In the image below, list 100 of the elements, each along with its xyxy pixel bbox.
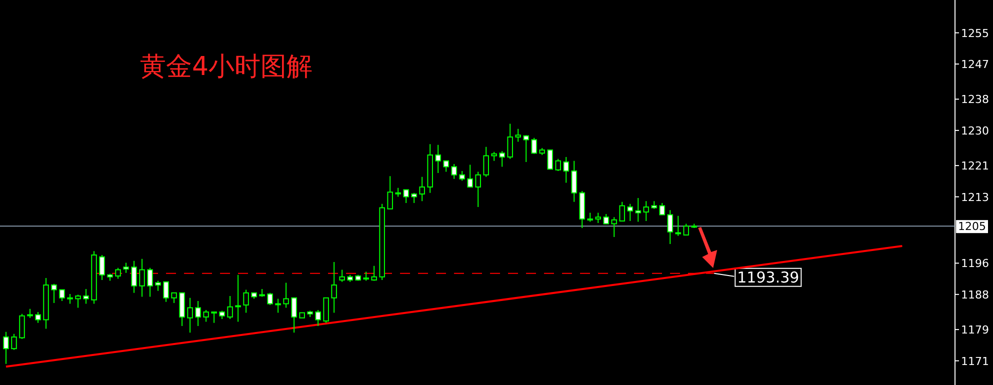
candlestick xyxy=(659,202,666,216)
candlestick xyxy=(611,216,618,238)
candlestick xyxy=(643,200,650,222)
candlestick xyxy=(219,310,225,320)
candlestick xyxy=(315,310,321,327)
candlestick xyxy=(363,271,369,282)
candlestick xyxy=(443,160,449,172)
y-tick-label: 1171 xyxy=(961,354,989,368)
candlestick xyxy=(227,295,233,320)
candlestick xyxy=(187,297,193,334)
candlestick xyxy=(59,289,65,302)
candlestick xyxy=(547,149,554,170)
candlestick xyxy=(475,171,481,208)
candlestick xyxy=(579,190,586,229)
candlestick xyxy=(675,215,682,236)
candlestick xyxy=(43,278,49,330)
candlestick xyxy=(387,176,393,210)
candlestick xyxy=(603,213,610,224)
y-tick-label: 1179 xyxy=(961,324,989,337)
candlestick xyxy=(587,212,594,222)
candlestick xyxy=(211,311,217,324)
candlestick xyxy=(515,128,522,142)
y-tick-label: 1238 xyxy=(961,93,989,106)
candlestick xyxy=(651,200,658,210)
candlestick xyxy=(683,223,690,236)
candlestick xyxy=(491,151,498,162)
candlestick xyxy=(667,210,674,245)
candlestick xyxy=(107,273,113,282)
candlestick xyxy=(131,260,137,294)
candlestick xyxy=(203,310,209,322)
y-tick-label: 1221 xyxy=(961,160,989,173)
candlestick xyxy=(91,250,97,304)
candlestick xyxy=(75,294,81,308)
candlestick xyxy=(571,160,578,202)
candlestick xyxy=(531,137,538,154)
candlestick xyxy=(83,288,89,304)
candlestick xyxy=(163,281,169,302)
candlestick xyxy=(331,262,337,314)
candlestick xyxy=(403,189,409,204)
y-tick-label: 1247 xyxy=(961,58,989,72)
candlestick xyxy=(339,269,345,282)
candlestick xyxy=(627,203,634,222)
candlestick xyxy=(355,274,361,282)
candlestick xyxy=(235,274,241,322)
y-tick-label: 1230 xyxy=(961,124,989,138)
y-tick-label: 1196 xyxy=(961,257,989,270)
candlestick xyxy=(35,311,41,324)
y-tick-label: 1255 xyxy=(961,26,989,40)
y-tick-label: 1213 xyxy=(961,190,989,204)
candlestick xyxy=(147,267,153,298)
candlestick xyxy=(179,292,185,327)
candlestick xyxy=(171,292,177,304)
candlestick xyxy=(419,176,425,202)
candlestick xyxy=(435,144,441,174)
candlestick xyxy=(19,313,25,340)
candlestick xyxy=(283,282,289,308)
candlestick xyxy=(123,262,129,274)
candlestick xyxy=(11,333,17,350)
candlestick xyxy=(459,170,465,182)
candlestick xyxy=(539,147,546,156)
candlestick xyxy=(467,164,473,188)
candlestick xyxy=(243,289,249,314)
candlestick xyxy=(691,223,698,229)
candlestick xyxy=(411,192,417,204)
candlestick xyxy=(195,300,201,327)
candlestick xyxy=(635,197,642,222)
ref-line-label: 1193.39 xyxy=(737,268,800,286)
candlestick xyxy=(3,331,9,364)
y-tick-label: 1188 xyxy=(961,288,989,302)
candlestick xyxy=(307,310,313,318)
candlestick xyxy=(299,312,305,318)
text: 黄金4小时图解 xyxy=(140,52,313,82)
candlestick xyxy=(115,267,121,280)
candlestick xyxy=(67,294,73,304)
candlestick xyxy=(563,156,570,184)
candlestick xyxy=(499,150,506,168)
candlestick xyxy=(155,280,161,292)
candlestick xyxy=(99,254,105,280)
candlestick xyxy=(27,308,33,318)
candlestick xyxy=(483,146,489,178)
candlestick xyxy=(619,201,626,222)
candlestick xyxy=(595,212,602,224)
candlestick xyxy=(555,158,562,172)
candlestick xyxy=(323,297,329,324)
ref-line-label: 1205 xyxy=(958,220,986,234)
candlestick xyxy=(451,163,457,180)
candlestick xyxy=(275,298,281,314)
candlestick xyxy=(51,283,57,304)
candlestick xyxy=(395,187,401,198)
candlestick xyxy=(259,288,265,298)
candlestick xyxy=(371,265,377,282)
candlestick xyxy=(139,258,145,298)
candlestick xyxy=(507,123,514,160)
candlestick xyxy=(267,292,273,306)
candlestick xyxy=(427,144,433,194)
candlestick xyxy=(251,292,257,300)
candlestick xyxy=(291,297,297,334)
candlestick xyxy=(347,274,353,282)
candlestick xyxy=(379,203,385,280)
candlestick xyxy=(523,134,530,163)
